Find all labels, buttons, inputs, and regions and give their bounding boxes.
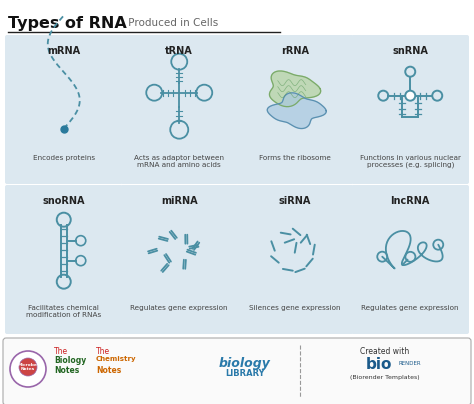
Circle shape <box>10 351 46 387</box>
Text: Encodes proteins: Encodes proteins <box>33 155 95 161</box>
Text: Regulates gene expression: Regulates gene expression <box>130 305 228 311</box>
FancyBboxPatch shape <box>120 185 238 334</box>
Circle shape <box>19 358 37 376</box>
Text: Functions in various nuclear
processes (e.g. splicing): Functions in various nuclear processes (… <box>360 155 461 168</box>
Text: Notes: Notes <box>96 366 121 375</box>
Text: Microbe
Notes: Microbe Notes <box>18 363 38 371</box>
FancyBboxPatch shape <box>3 338 471 404</box>
Text: biology: biology <box>219 357 271 370</box>
Text: Produced in Cells: Produced in Cells <box>125 18 218 28</box>
Polygon shape <box>269 71 321 107</box>
Text: (Biorender Templates): (Biorender Templates) <box>350 375 420 380</box>
Text: bio: bio <box>366 357 392 372</box>
FancyBboxPatch shape <box>5 185 122 334</box>
FancyBboxPatch shape <box>5 35 122 184</box>
Polygon shape <box>267 93 326 128</box>
Text: The: The <box>54 347 68 356</box>
Text: Chemistry: Chemistry <box>96 356 137 362</box>
Text: Types of RNA: Types of RNA <box>8 16 127 31</box>
Text: The: The <box>96 347 110 356</box>
Text: Biology: Biology <box>54 356 86 365</box>
FancyBboxPatch shape <box>236 185 354 334</box>
Text: miRNA: miRNA <box>161 196 198 206</box>
Text: Silences gene expression: Silences gene expression <box>249 305 340 311</box>
Text: snRNA: snRNA <box>392 46 428 56</box>
Text: tRNA: tRNA <box>165 46 193 56</box>
Text: Acts as adaptor between
mRNA and amino acids: Acts as adaptor between mRNA and amino a… <box>134 155 224 168</box>
Text: Regulates gene expression: Regulates gene expression <box>362 305 459 311</box>
Text: lncRNA: lncRNA <box>391 196 430 206</box>
Text: RENDER: RENDER <box>399 361 422 366</box>
FancyBboxPatch shape <box>120 35 238 184</box>
Text: Forms the ribosome: Forms the ribosome <box>259 155 331 161</box>
Text: snoRNA: snoRNA <box>43 196 85 206</box>
FancyBboxPatch shape <box>236 35 354 184</box>
FancyBboxPatch shape <box>352 35 469 184</box>
FancyBboxPatch shape <box>352 185 469 334</box>
Text: Facilitates chemical
modification of RNAs: Facilitates chemical modification of RNA… <box>26 305 101 318</box>
Text: siRNA: siRNA <box>279 196 311 206</box>
Text: Created with: Created with <box>360 347 410 356</box>
Circle shape <box>405 90 415 101</box>
Text: rRNA: rRNA <box>281 46 309 56</box>
Text: Notes: Notes <box>54 366 79 375</box>
Text: LIBRARY: LIBRARY <box>225 369 265 378</box>
Text: mRNA: mRNA <box>47 46 80 56</box>
